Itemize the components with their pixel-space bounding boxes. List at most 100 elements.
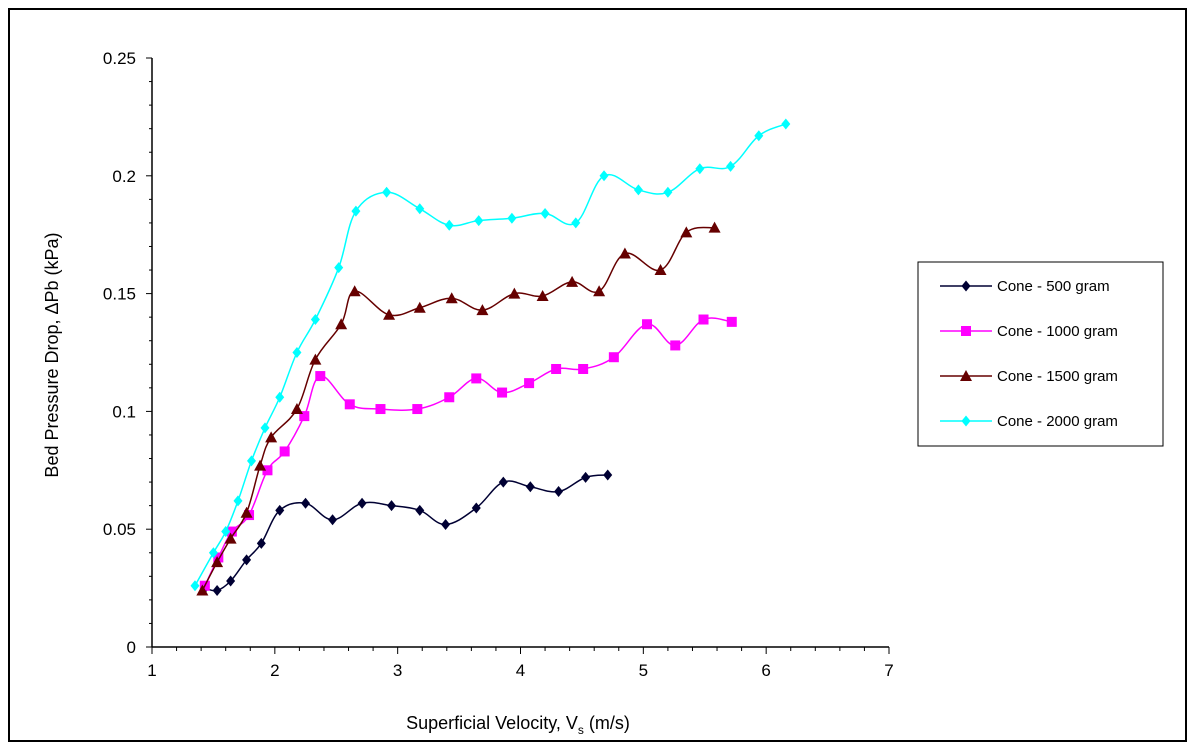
data-point — [578, 363, 589, 374]
data-point — [260, 422, 270, 434]
data-point — [382, 186, 392, 198]
data-point — [507, 212, 517, 224]
data-point — [375, 404, 386, 415]
legend-swatch-marker — [961, 326, 971, 336]
data-point — [536, 289, 549, 301]
data-point — [224, 532, 237, 544]
data-point — [695, 163, 705, 175]
data-point — [593, 285, 606, 297]
data-point — [726, 160, 736, 172]
data-point — [444, 219, 454, 231]
y-tick-label: 0.2 — [112, 167, 136, 186]
legend-swatch-marker — [960, 370, 972, 381]
data-point — [190, 580, 200, 592]
data-point — [471, 502, 481, 514]
data-point — [357, 497, 367, 509]
data-point — [256, 537, 266, 549]
legend-item: Cone - 2000 gram — [940, 413, 1118, 430]
data-point — [290, 403, 303, 415]
data-point — [351, 205, 361, 217]
data-point — [663, 186, 673, 198]
y-tick-label: 0 — [127, 638, 136, 657]
data-point — [412, 404, 423, 415]
data-point — [471, 373, 482, 384]
legend-swatch-marker — [961, 415, 971, 427]
series-3 — [196, 221, 721, 596]
legend-swatch-marker — [961, 280, 971, 292]
data-point — [525, 481, 535, 493]
data-point — [654, 264, 667, 276]
data-point — [226, 526, 237, 537]
data-point — [633, 184, 643, 196]
data-point — [309, 353, 322, 365]
data-point — [265, 431, 278, 443]
data-point — [299, 411, 310, 422]
data-point — [524, 378, 535, 389]
data-point — [301, 497, 311, 509]
data-point — [566, 275, 579, 287]
data-point — [221, 526, 231, 538]
y-tick-label: 0.1 — [112, 402, 136, 421]
data-point — [328, 514, 338, 526]
legend: Cone - 500 gram Cone - 1000 gram Cone - 15… — [917, 261, 1164, 447]
data-point — [642, 319, 653, 330]
data-point — [246, 455, 256, 467]
data-point — [213, 552, 224, 563]
data-point — [581, 471, 591, 483]
x-axis-title-main: Superficial Velocity, V — [406, 713, 578, 733]
data-point — [415, 203, 425, 215]
data-point — [275, 504, 285, 516]
data-point — [415, 504, 425, 516]
data-point — [554, 486, 564, 498]
data-point — [444, 392, 455, 403]
data-point — [608, 352, 619, 363]
data-point — [441, 518, 451, 530]
x-tick-label: 4 — [516, 661, 525, 680]
data-point — [310, 314, 320, 326]
data-point — [292, 347, 302, 358]
legend-item: Cone - 500 gram — [940, 278, 1110, 295]
x-tick-label: 6 — [761, 661, 770, 680]
data-point — [551, 363, 562, 374]
x-tick-label: 5 — [639, 661, 648, 680]
data-point — [698, 314, 709, 325]
series-1 — [200, 469, 613, 596]
data-point — [383, 308, 396, 320]
data-point — [242, 554, 252, 566]
y-tick-label: 0.15 — [103, 285, 136, 304]
y-tick-label: 0.25 — [103, 49, 136, 68]
data-point — [334, 262, 344, 274]
data-point — [315, 371, 326, 382]
data-point — [445, 292, 458, 304]
data-point — [540, 207, 550, 219]
data-point — [571, 217, 581, 229]
data-point — [603, 469, 613, 481]
x-tick-label: 2 — [270, 661, 279, 680]
data-point — [508, 287, 521, 299]
data-point — [335, 318, 348, 330]
data-point — [262, 465, 273, 476]
data-point — [279, 446, 290, 457]
data-point — [708, 221, 721, 233]
series-2 — [199, 314, 737, 591]
series-layer — [190, 118, 791, 596]
legend-item: Cone - 1500 gram — [940, 368, 1118, 385]
series-line — [204, 474, 608, 592]
data-point — [275, 391, 285, 403]
legend-box — [917, 261, 1164, 447]
data-point — [781, 118, 791, 130]
x-tick-label: 7 — [884, 661, 893, 680]
data-point — [196, 584, 209, 596]
data-point — [348, 285, 361, 297]
data-point — [476, 304, 489, 316]
data-point — [670, 340, 681, 351]
legend-label: Cone - 500 gram — [997, 278, 1110, 295]
data-point — [254, 459, 267, 471]
data-point — [726, 316, 737, 327]
data-point — [498, 476, 508, 488]
x-axis-title-unit: (m/s) — [584, 713, 630, 733]
series-line — [201, 226, 715, 591]
data-point — [240, 506, 253, 518]
data-point — [226, 575, 236, 587]
